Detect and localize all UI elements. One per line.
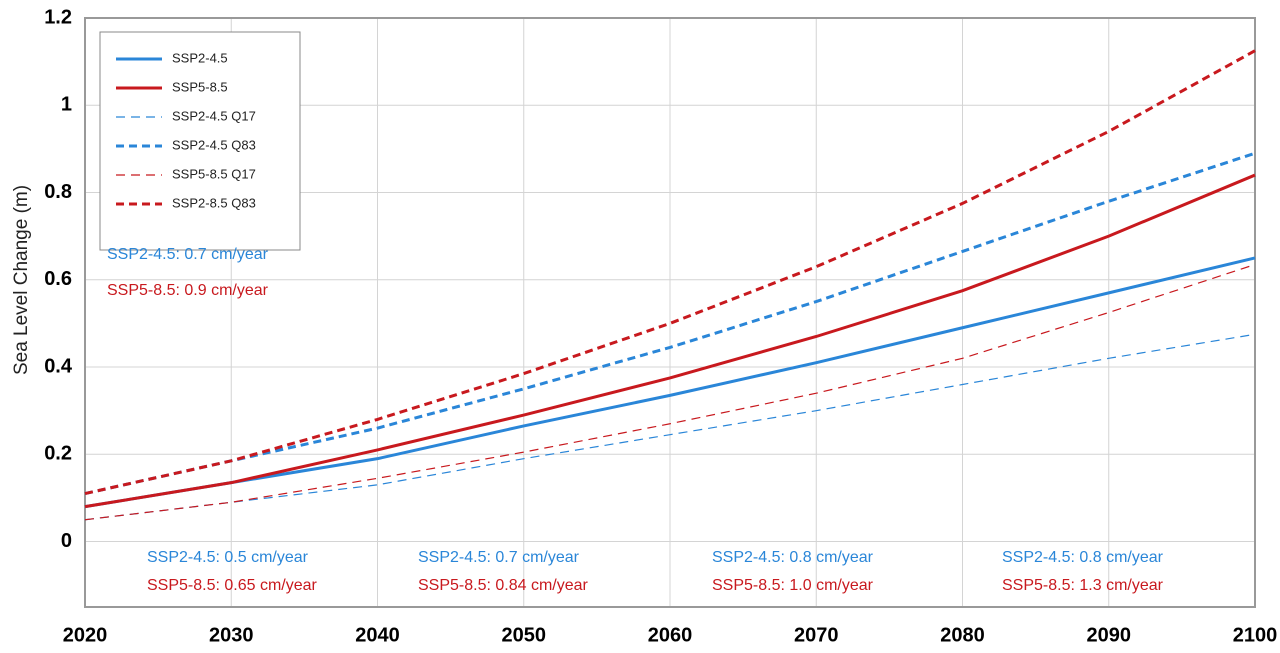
y-tick-label: 0.2 <box>44 443 72 465</box>
annotation: SSP5-8.5: 0.9 cm/year <box>107 282 269 299</box>
annotation: SSP5-8.5: 1.0 cm/year <box>712 577 874 594</box>
annotation: SSP2-4.5: 0.8 cm/year <box>1002 549 1164 566</box>
series-line <box>84 49 1256 496</box>
y-tick-label: 1.2 <box>44 6 72 28</box>
series-line <box>84 256 1256 509</box>
x-tick-label: 2080 <box>940 624 985 646</box>
x-tick-label: 2070 <box>794 624 839 646</box>
y-tick-label: 0.6 <box>44 268 72 290</box>
annotation: SSP5-8.5: 1.3 cm/year <box>1002 577 1164 594</box>
legend-label: SSP2-4.5 Q83 <box>172 137 256 152</box>
series-line <box>84 333 1256 521</box>
series-line <box>84 173 1256 509</box>
y-tick-label: 0 <box>61 530 72 552</box>
x-tick-label: 2020 <box>63 624 108 646</box>
legend-label: SSP2-4.5 Q17 <box>172 108 256 123</box>
annotation: SSP2-4.5: 0.7 cm/year <box>418 549 580 566</box>
annotation: SSP2-4.5: 0.5 cm/year <box>147 549 309 566</box>
series-line <box>84 263 1256 521</box>
y-tick-label: 1 <box>61 94 72 116</box>
legend-label: SSP5-8.5 <box>172 79 228 94</box>
legend: SSP2-4.5 SSP5-8.5 SSP2-4.5 Q17 SSP2-4.5 Q83… <box>99 31 301 251</box>
x-tick-label: 2030 <box>209 624 254 646</box>
x-tick-label: 2060 <box>648 624 693 646</box>
annotation: SSP2-4.5: 0.7 cm/year <box>107 246 269 263</box>
annotation: SSP2-4.5: 0.8 cm/year <box>712 549 874 566</box>
x-tick-label: 2100 <box>1233 624 1278 646</box>
x-tick-label: 2040 <box>355 624 400 646</box>
y-axis-label: Sea Level Change (m) <box>11 185 32 375</box>
legend-box <box>99 31 301 251</box>
annotation: SSP5-8.5: 0.84 cm/year <box>418 577 589 594</box>
series-line <box>84 151 1256 496</box>
y-tick-label: 0.8 <box>44 181 72 203</box>
y-tick-label: 0.4 <box>44 355 73 377</box>
plot-frame <box>84 17 1256 608</box>
legend-label: SSP2-8.5 Q83 <box>172 195 256 210</box>
legend-label: SSP5-8.5 Q17 <box>172 166 256 181</box>
x-tick-label: 2090 <box>1087 624 1132 646</box>
annotation: SSP5-8.5: 0.65 cm/year <box>147 577 318 594</box>
x-tick-label: 2050 <box>502 624 547 646</box>
legend-label: SSP2-4.5 <box>172 50 228 65</box>
